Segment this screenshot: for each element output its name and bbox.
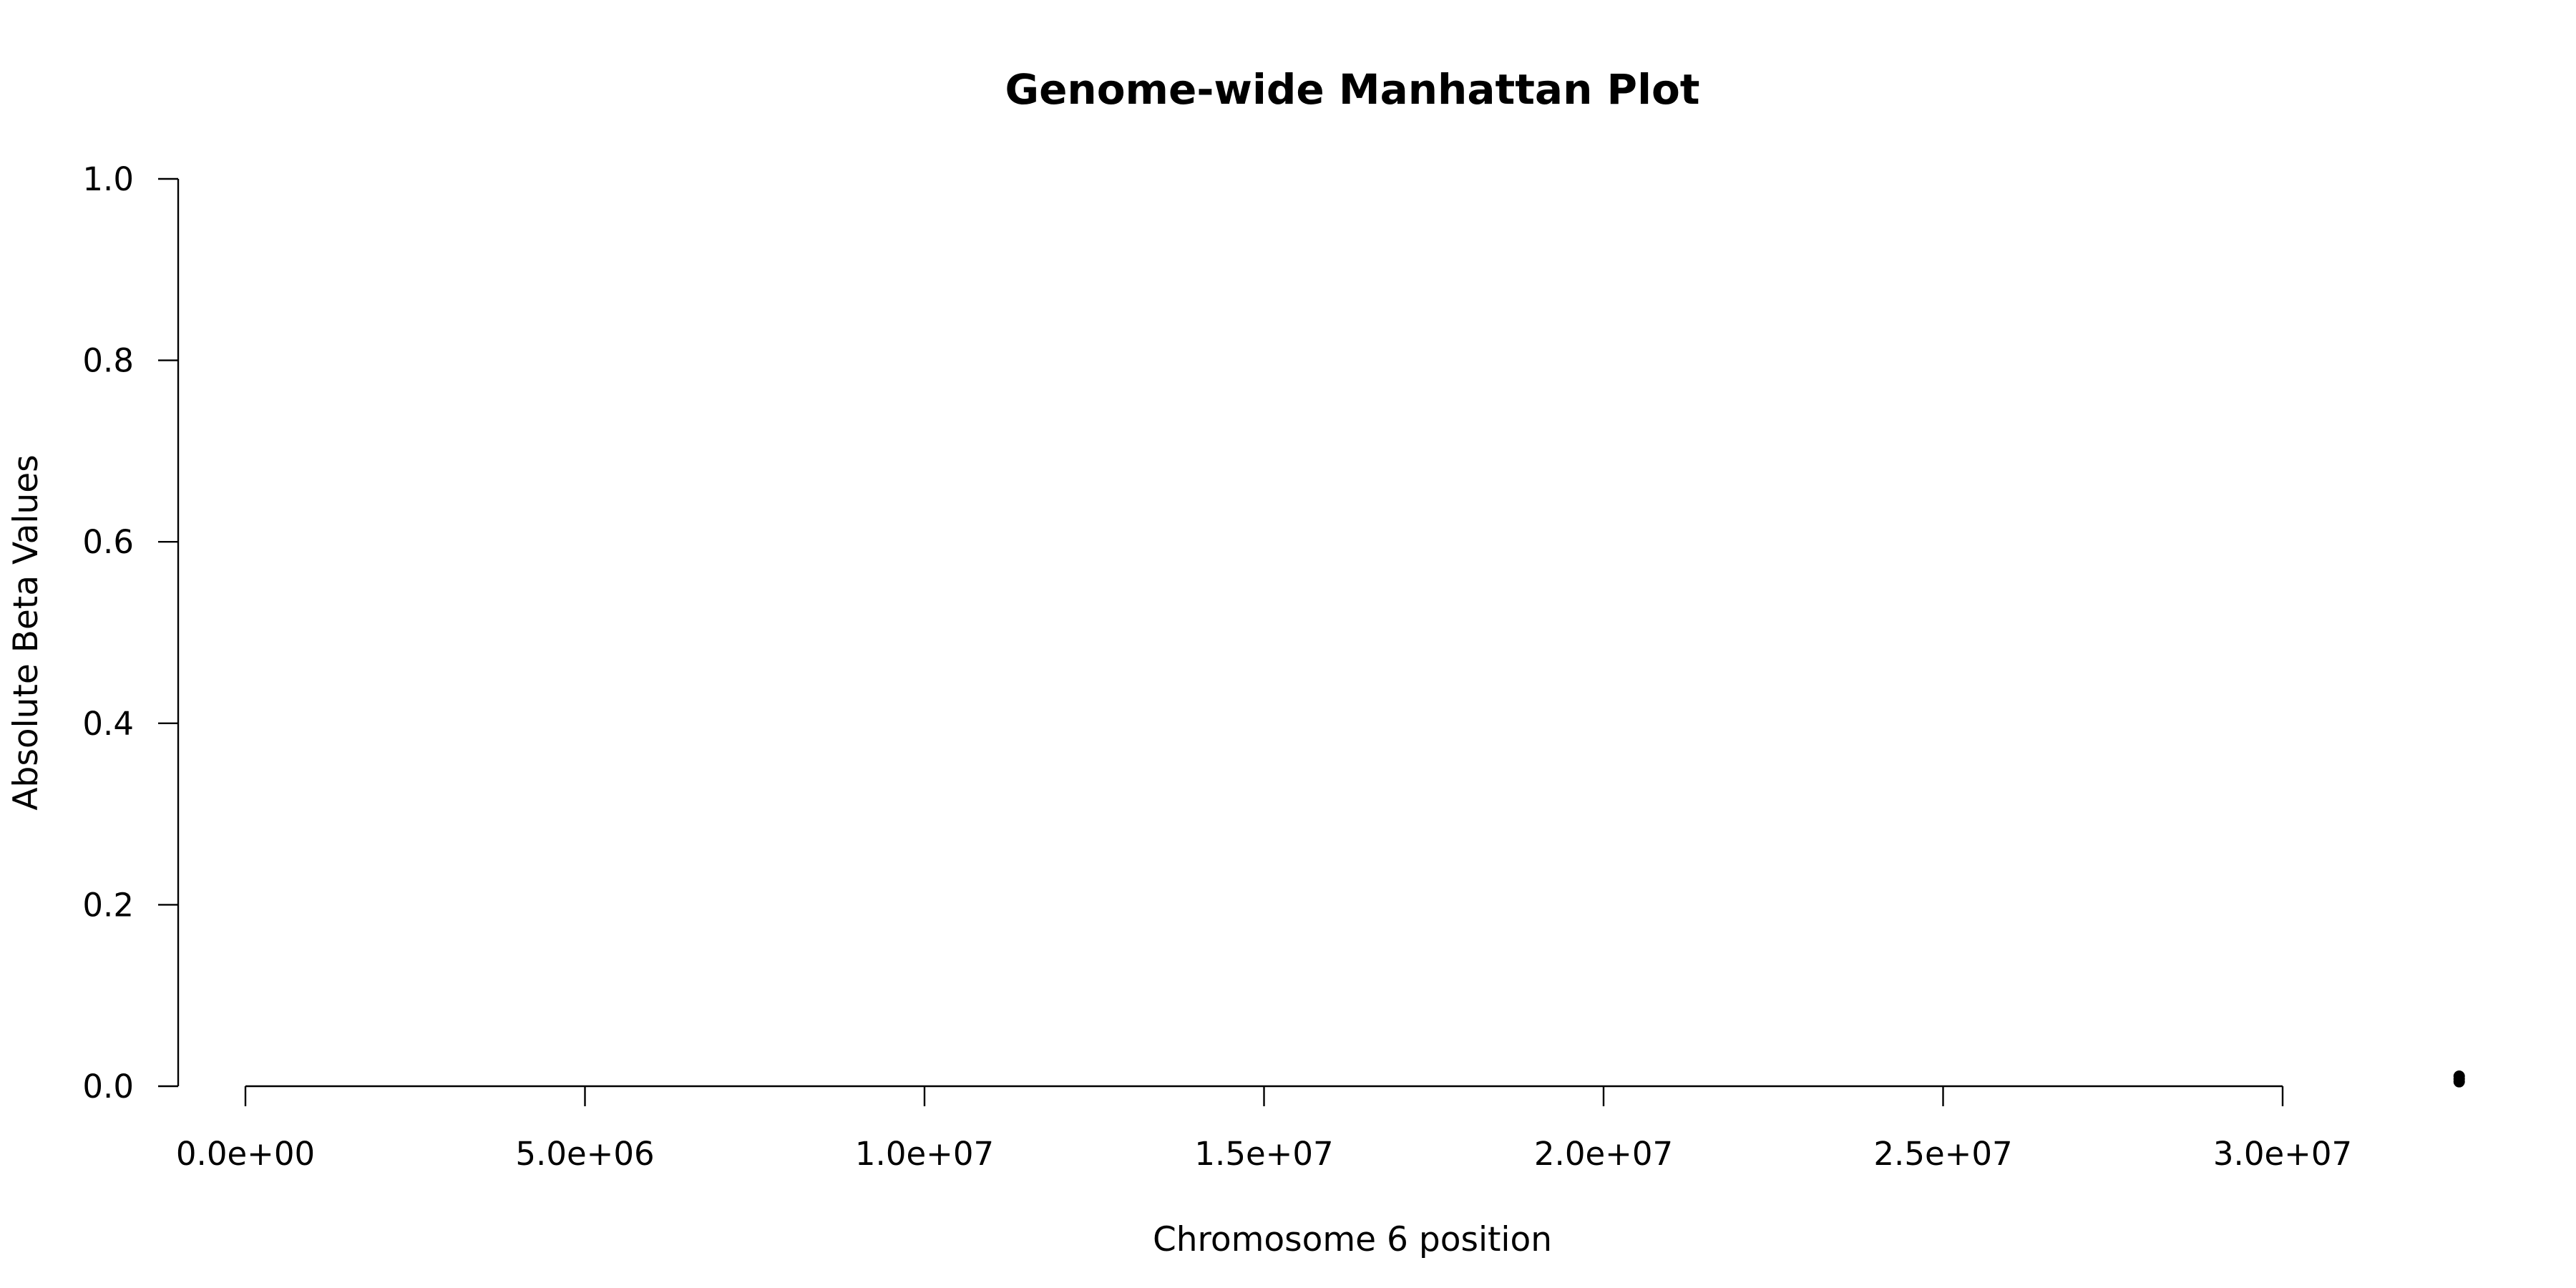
chart-title: Genome-wide Manhattan Plot	[1005, 65, 1699, 114]
data-points	[2453, 1070, 2465, 1088]
y-axis-ticks: 0.0 0.2 0.4 0.6 0.8 1.0	[82, 160, 178, 1106]
x-tick-label: 2.0e+07	[1534, 1135, 1673, 1173]
y-tick-label: 0.0	[82, 1068, 134, 1106]
x-tick-label: 1.5e+07	[1194, 1135, 1333, 1173]
x-tick-label: 2.5e+07	[1873, 1135, 2012, 1173]
y-tick-label: 1.0	[82, 160, 134, 198]
x-tick-label: 1.0e+07	[855, 1135, 994, 1173]
y-tick-label: 0.8	[82, 342, 134, 380]
x-axis: 0.0e+00 5.0e+06 1.0e+07 1.5e+07 2.0e+07 2.5e+…	[176, 1085, 2352, 1173]
x-axis-ticks: 0.0e+00 5.0e+06 1.0e+07 1.5e+07 2.0e+07 2.5e+…	[176, 1086, 2352, 1173]
x-tick-label: 0.0e+00	[176, 1135, 315, 1173]
y-axis-title: Absolute Beta Values	[6, 454, 46, 810]
x-axis-title: Chromosome 6 position	[1153, 1220, 1552, 1259]
x-tick-label: 5.0e+06	[515, 1135, 654, 1173]
y-tick-label: 0.2	[82, 886, 134, 924]
y-axis: 0.0 0.2 0.4 0.6 0.8 1.0	[82, 160, 180, 1106]
x-tick-label: 3.0e+07	[2213, 1135, 2352, 1173]
y-tick-label: 0.4	[82, 705, 134, 743]
data-point	[2453, 1075, 2465, 1088]
y-tick-label: 0.6	[82, 523, 134, 561]
